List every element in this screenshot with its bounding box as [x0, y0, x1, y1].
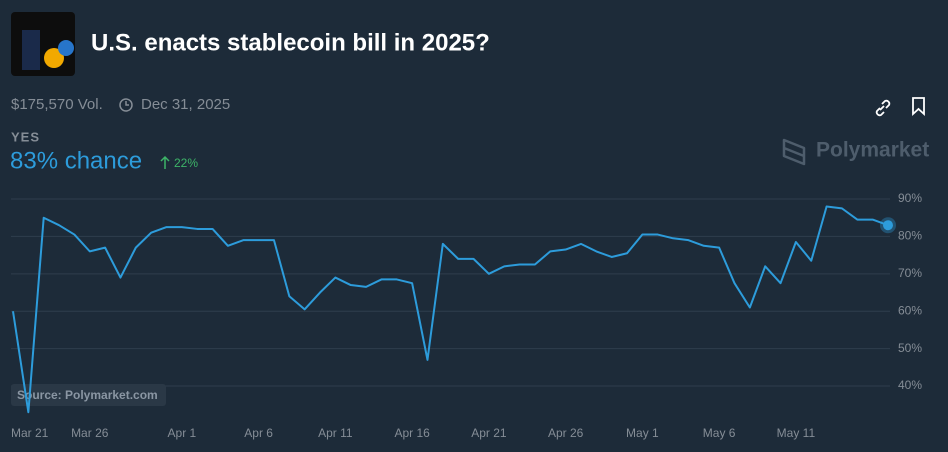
- change: 22%: [174, 156, 198, 170]
- last-point: [883, 220, 893, 231]
- y-tick-label: 90%: [898, 191, 922, 205]
- market-icon: [22, 30, 40, 70]
- brand-logo: [782, 138, 806, 166]
- x-tick-label: May 1: [626, 426, 659, 440]
- x-tick-label: Apr 21: [471, 426, 507, 440]
- market-icon: [44, 48, 64, 68]
- source-box: [11, 384, 166, 406]
- bookmark-icon[interactable]: [912, 97, 925, 117]
- x-tick-label: Apr 26: [548, 426, 584, 440]
- end-date: Dec 31, 2025: [141, 96, 230, 113]
- volume: $175,570 Vol.: [11, 96, 103, 113]
- x-tick-label: Mar 21: [11, 426, 49, 440]
- x-tick-label: May 6: [703, 426, 736, 440]
- x-tick-label: Apr 1: [168, 426, 197, 440]
- x-tick-label: May 11: [777, 426, 816, 440]
- link-icon: [875, 99, 891, 117]
- y-tick-label: 70%: [898, 266, 922, 280]
- clock-icon: [119, 98, 133, 112]
- market-icon: [58, 40, 74, 56]
- brand-name: Polymarket: [816, 139, 929, 162]
- x-tick-label: Mar 26: [71, 426, 109, 440]
- source-note: Source: Polymarket.com: [17, 388, 158, 402]
- y-tick-label: 60%: [898, 303, 922, 317]
- price-line: [12, 205, 889, 414]
- link-button[interactable]: [876, 96, 896, 116]
- chance: 83% chance: [10, 147, 142, 174]
- y-tick-label: 80%: [898, 229, 922, 243]
- bookmark-button[interactable]: [912, 97, 925, 117]
- y-tick-label: 40%: [898, 378, 922, 392]
- x-tick-label: Apr 16: [394, 426, 430, 440]
- market-title: U.S. enacts stablecoin bill in 2025?: [91, 29, 490, 56]
- clock-icon: [125, 101, 129, 106]
- change-arrow: [160, 155, 170, 169]
- link-button[interactable]: [875, 96, 896, 117]
- y-tick-label: 50%: [898, 341, 922, 355]
- x-tick-label: Apr 11: [318, 426, 353, 440]
- outcome-label: YES: [11, 129, 40, 144]
- x-tick-label: Apr 6: [244, 426, 273, 440]
